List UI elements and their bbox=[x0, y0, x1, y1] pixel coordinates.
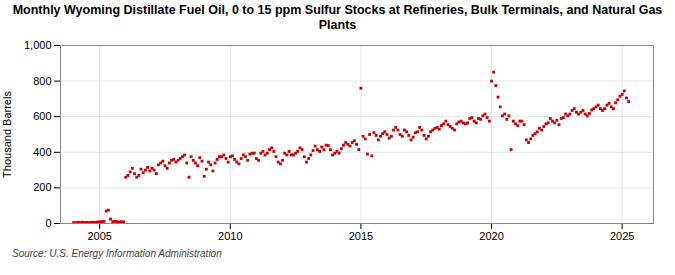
html-text:Source: U.S. Energy Informatio: Source: U.S. Energy Information Administ… bbox=[12, 248, 222, 259]
svg-text:2005: 2005 bbox=[87, 230, 111, 242]
svg-text:600: 600 bbox=[33, 110, 51, 122]
svg-text:1,000: 1,000 bbox=[24, 39, 52, 51]
svg-text:0: 0 bbox=[45, 217, 51, 229]
svg-text:400: 400 bbox=[33, 146, 51, 158]
svg-text:2020: 2020 bbox=[479, 230, 503, 242]
svg-text:Thousand Barrels: Thousand Barrels bbox=[1, 91, 13, 178]
svg-text:800: 800 bbox=[33, 75, 51, 87]
html-text:Monthly Wyoming Distillate Fue: Monthly Wyoming Distillate Fuel Oil, 0 t… bbox=[12, 3, 663, 32]
svg-text:2015: 2015 bbox=[349, 230, 373, 242]
svg-text:2010: 2010 bbox=[218, 230, 242, 242]
svg-text:200: 200 bbox=[33, 181, 51, 193]
svg-text:2025: 2025 bbox=[610, 230, 634, 242]
